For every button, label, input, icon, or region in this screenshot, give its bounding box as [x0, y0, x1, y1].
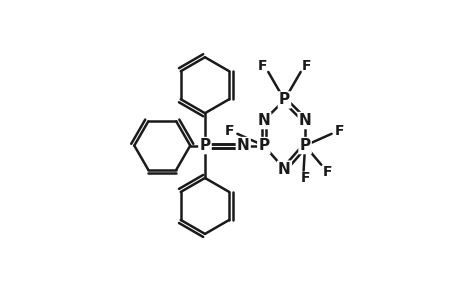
Text: P: P: [278, 92, 290, 107]
Text: F: F: [257, 59, 267, 73]
Text: N: N: [236, 138, 249, 153]
Text: P: P: [258, 138, 269, 153]
Text: N: N: [257, 113, 269, 128]
Text: F: F: [301, 59, 311, 73]
Text: P: P: [299, 138, 310, 153]
Text: P: P: [199, 138, 210, 153]
Text: F: F: [300, 171, 309, 185]
Text: N: N: [298, 113, 311, 128]
Text: F: F: [322, 165, 331, 179]
Text: N: N: [278, 162, 290, 177]
Text: F: F: [224, 124, 233, 138]
Text: F: F: [334, 124, 344, 138]
